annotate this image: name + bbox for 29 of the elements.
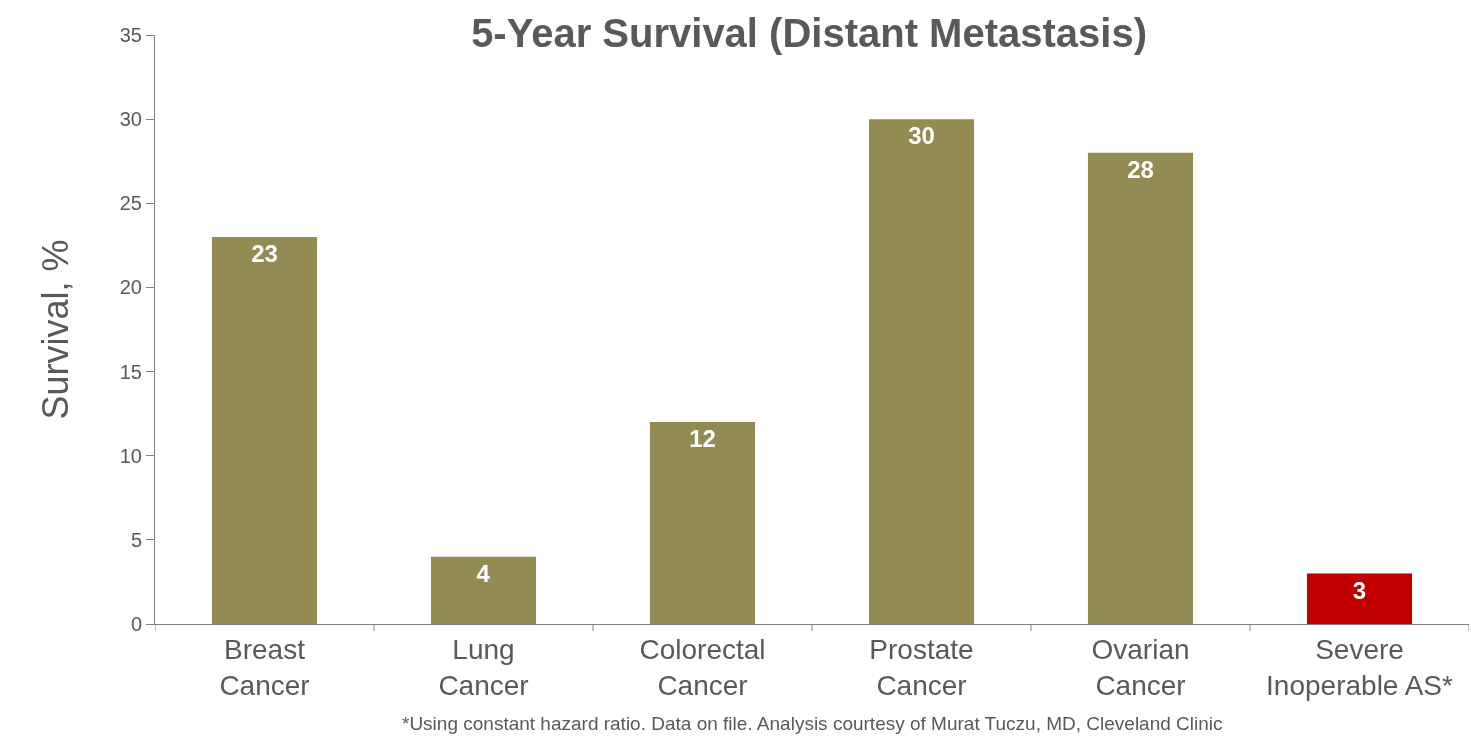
- bar: [430, 556, 537, 624]
- y-axis-title: Survival, %: [34, 239, 76, 420]
- bar: [868, 119, 975, 624]
- y-tick-label: 10: [119, 444, 142, 467]
- data-label: 4: [476, 559, 491, 587]
- bar: [211, 236, 318, 624]
- bar: [1087, 152, 1194, 624]
- bar: [1306, 573, 1413, 624]
- chart-title: 5-Year Survival (Distant Metastasis): [471, 11, 1147, 56]
- y-tick-label: 20: [119, 276, 142, 299]
- x-tick-label: Ovarian Cancer: [1091, 633, 1190, 701]
- y-tick-label: 15: [119, 360, 142, 383]
- y-tick-label: 30: [119, 108, 142, 131]
- x-tick-label: Breast Cancer: [219, 633, 310, 701]
- data-label: 3: [1352, 576, 1367, 604]
- x-tick-label: Prostate Cancer: [869, 633, 974, 701]
- bar: [649, 422, 756, 624]
- data-label: 12: [689, 425, 716, 453]
- x-tick-label: Lung Cancer: [438, 633, 529, 701]
- y-tick-label: 35: [119, 24, 142, 46]
- y-tick-label: 5: [130, 528, 142, 551]
- data-label: 28: [1127, 155, 1154, 183]
- x-tick-label: Severe Inoperable AS*: [1266, 633, 1454, 701]
- y-tick-label: 25: [119, 192, 142, 215]
- data-label: 23: [251, 239, 278, 267]
- data-label: 30: [908, 122, 935, 150]
- x-tick-label: Colorectal Cancer: [639, 633, 766, 701]
- text: *Using constant hazard ratio. Data on file. Analysis courtesy of Murat Tuczu, MD, Cleveland Clinic: [402, 713, 1223, 734]
- y-tick-label: 0: [130, 613, 142, 635]
